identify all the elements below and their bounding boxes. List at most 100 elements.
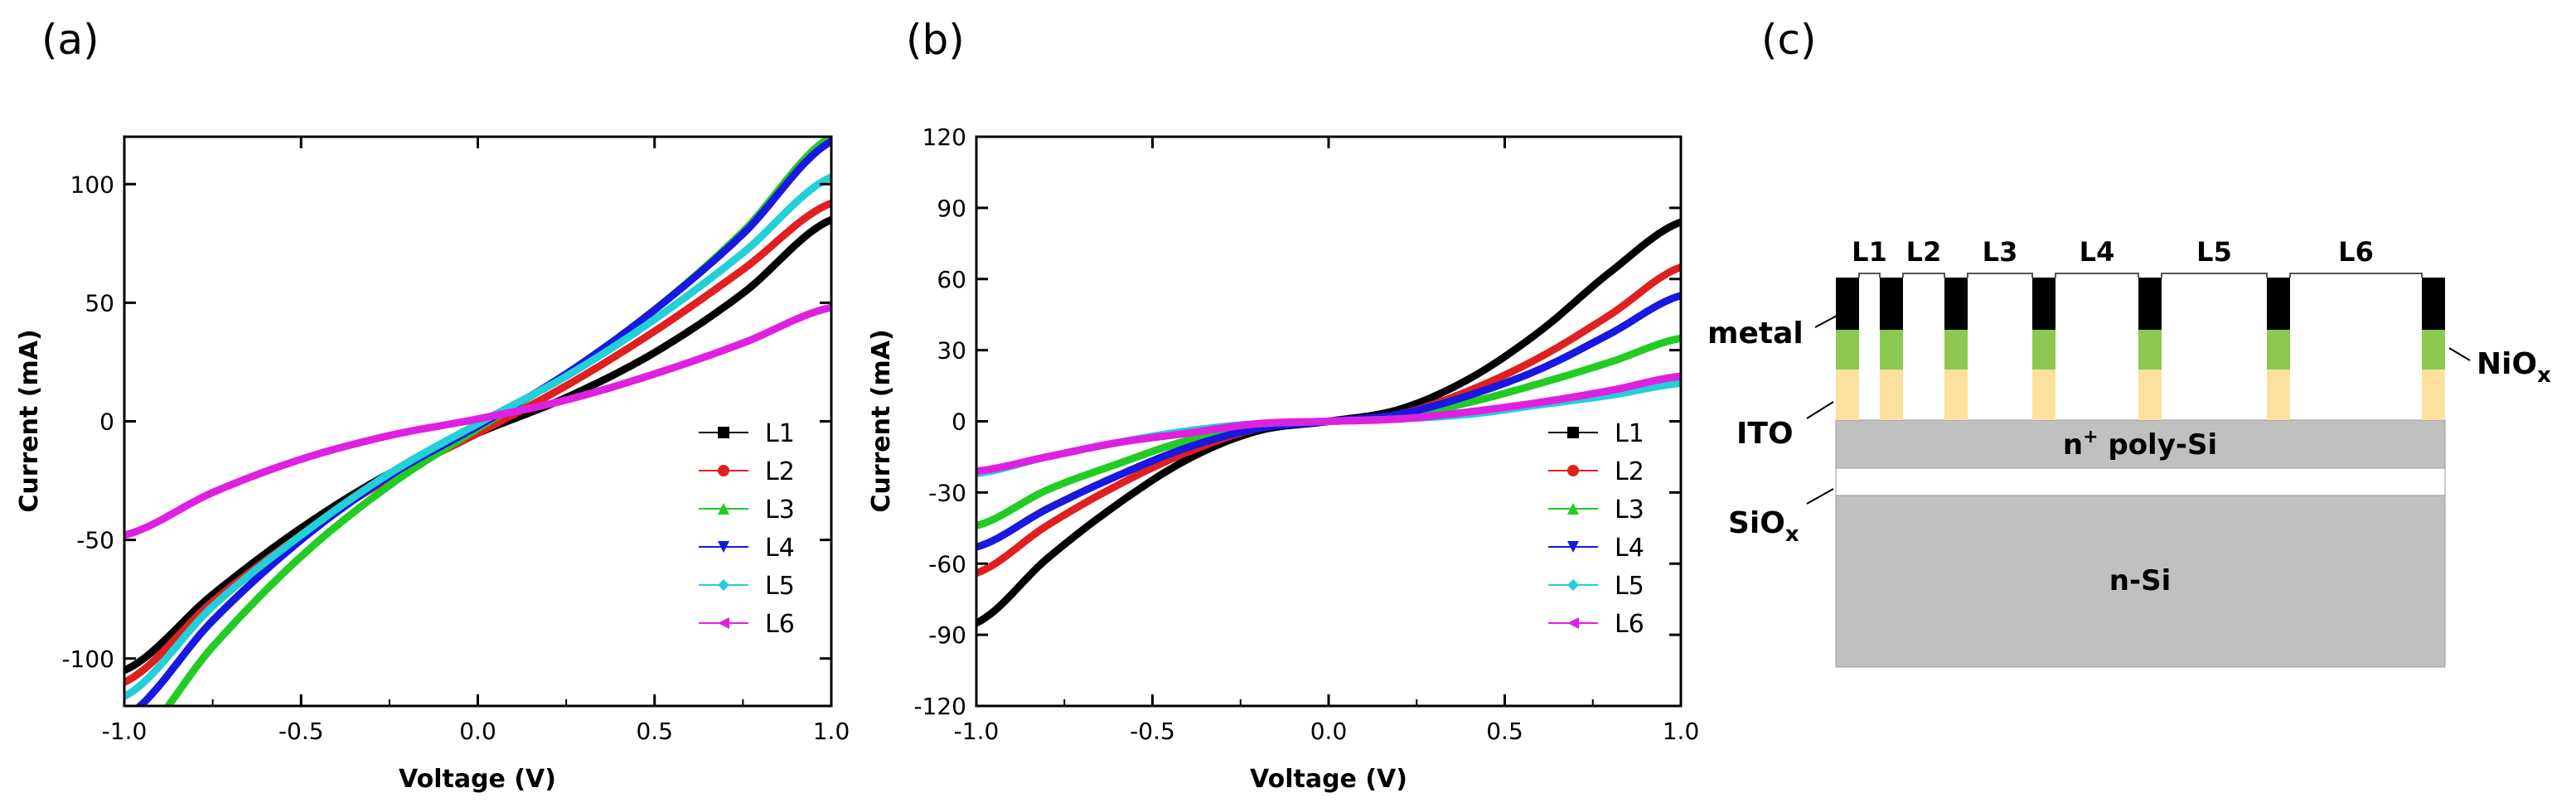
niox-label-main: NiO bbox=[2477, 347, 2537, 381]
ito-pad bbox=[1836, 370, 1859, 420]
b-series-l6-line bbox=[976, 372, 1681, 476]
b-xtick-label: 0.5 bbox=[1486, 718, 1523, 745]
a-ytick-label: -100 bbox=[61, 645, 114, 673]
a-legend-label-l2: L2 bbox=[765, 457, 795, 486]
ito-pad bbox=[1944, 370, 1968, 420]
chart-b-ticks: -1.0 -0.5 0.0 0.5 1.0 -120 -90 -60 -30 0 30 60 90 120 bbox=[913, 123, 1699, 745]
b-legend-label-l4: L4 bbox=[1615, 534, 1644, 563]
ito-leader bbox=[1806, 401, 1834, 419]
b-ytick-label: 30 bbox=[937, 337, 966, 365]
chart-b-legend: L1 L2 L3 L4 L5 L6 bbox=[1548, 419, 1644, 639]
a-legend-marker-l3 bbox=[718, 503, 729, 515]
a-legend-marker-l1 bbox=[718, 427, 729, 438]
electrode-span-line bbox=[2161, 273, 2268, 278]
b-ytick-label: 60 bbox=[937, 266, 966, 293]
a-series-l3-line bbox=[163, 137, 831, 706]
a-legend-label-l3: L3 bbox=[765, 495, 795, 524]
ito-pad bbox=[1880, 370, 1903, 420]
a-xtick-label: 0.0 bbox=[459, 718, 496, 745]
electrode-label-l4: L4 bbox=[2080, 236, 2115, 268]
chart-b-series bbox=[976, 218, 1681, 627]
metal-pad bbox=[2422, 278, 2445, 330]
b-legend-label-l5: L5 bbox=[1615, 572, 1644, 601]
b-legend-marker-l4 bbox=[1567, 541, 1579, 553]
a-legend-marker-l2 bbox=[718, 465, 729, 476]
a-series-l2-line bbox=[124, 199, 831, 686]
panel-label-b: (b) bbox=[906, 16, 965, 64]
b-legend-label-l6: L6 bbox=[1615, 610, 1644, 639]
b-ytick-label: -120 bbox=[913, 693, 966, 720]
metal-pad bbox=[2138, 278, 2162, 330]
chart-b: -1.0 -0.5 0.0 0.5 1.0 -120 -90 -60 -30 0 30 60 90 120… bbox=[867, 123, 1699, 794]
niox-pad bbox=[2032, 330, 2055, 370]
a-xtick-label: -1.0 bbox=[102, 718, 148, 745]
metal-pad bbox=[1944, 278, 1968, 330]
siox-layer bbox=[1835, 467, 2446, 496]
chart-a: -1.0 -0.5 0.0 0.5 1.0 -100 -50 0 50 100 Voltage (… bbox=[15, 135, 850, 794]
device-diagram: n+ poly-Si n-Si L1 L2 L3 L4 L5 L6 metal ITO S… bbox=[1707, 236, 2551, 668]
a-ytick-label: 100 bbox=[70, 171, 114, 198]
siox-leader bbox=[1806, 488, 1834, 505]
electrode-label-l5: L5 bbox=[2196, 236, 2232, 268]
a-legend-marker-l5 bbox=[718, 579, 729, 591]
niox-pad bbox=[1944, 330, 1968, 370]
electrode-span-line bbox=[1967, 273, 2033, 278]
poly-si-label-suffix: poly-Si bbox=[2099, 428, 2218, 462]
b-plot-area bbox=[976, 218, 1681, 627]
b-ytick-label: -30 bbox=[928, 479, 966, 506]
electrode-span-line bbox=[2289, 273, 2423, 278]
niox-pad bbox=[1836, 330, 1859, 370]
a-series-l6-line bbox=[124, 303, 831, 539]
chart-b-xlabel: Voltage (V) bbox=[1250, 765, 1407, 794]
b-ytick-label: 120 bbox=[922, 123, 966, 151]
chart-a-ylabel: Current (mA) bbox=[15, 329, 44, 512]
n-si-label: n-Si bbox=[2109, 564, 2171, 597]
electrode-label-l1: L1 bbox=[1852, 236, 1887, 268]
a-xtick-label: 0.5 bbox=[636, 718, 673, 745]
a-ytick-label: 50 bbox=[85, 289, 114, 317]
electrode-span-line bbox=[1902, 273, 1945, 278]
b-xtick-label: 1.0 bbox=[1663, 718, 1700, 745]
a-xtick-label: 1.0 bbox=[813, 718, 850, 745]
electrode-label-l6: L6 bbox=[2338, 236, 2374, 268]
a-series-l5-line bbox=[124, 173, 831, 700]
metal-pad bbox=[1836, 278, 1859, 330]
ito-pad bbox=[2032, 370, 2055, 420]
electrode-span-line bbox=[1858, 273, 1881, 278]
panel-label-a: (a) bbox=[41, 16, 99, 64]
n-si-layer bbox=[1835, 495, 2446, 668]
metal-pad bbox=[2267, 278, 2290, 330]
electrode-label-l3: L3 bbox=[1983, 236, 2018, 268]
b-legend-marker-l5 bbox=[1567, 579, 1579, 591]
b-legend-marker-l1 bbox=[1567, 427, 1579, 438]
a-legend-label-l6: L6 bbox=[765, 610, 795, 639]
a-legend-label-l1: L1 bbox=[765, 419, 795, 448]
ito-pad bbox=[2138, 370, 2162, 420]
b-legend-marker-l3 bbox=[1567, 503, 1579, 515]
siox-label: SiOx bbox=[1728, 506, 1799, 547]
metal-pad bbox=[1880, 278, 1903, 330]
niox-label: NiOx bbox=[2477, 347, 2551, 388]
ito-label: ITO bbox=[1736, 417, 1794, 451]
metal-leader bbox=[1814, 314, 1839, 328]
niox-pad bbox=[2267, 330, 2290, 370]
a-legend-marker-l6 bbox=[718, 617, 729, 629]
electrode-span-line bbox=[2055, 273, 2139, 278]
b-xtick-label: -0.5 bbox=[1130, 718, 1175, 745]
b-xtick-label: 0.0 bbox=[1310, 718, 1348, 745]
electrodes: L1 L2 L3 L4 L5 L6 bbox=[1836, 236, 2445, 420]
b-legend-marker-l6 bbox=[1567, 617, 1579, 629]
a-legend-label-l4: L4 bbox=[765, 534, 795, 563]
niox-label-sub: x bbox=[2537, 363, 2551, 388]
chart-a-legend: L1 L2 L3 L4 L5 L6 bbox=[699, 419, 795, 639]
b-ytick-label: -90 bbox=[928, 621, 966, 649]
a-legend-label-l5: L5 bbox=[765, 572, 795, 601]
a-ytick-label: -50 bbox=[76, 527, 114, 554]
electrode-label-l2: L2 bbox=[1906, 236, 1942, 268]
b-ytick-label: 90 bbox=[937, 195, 966, 222]
niox-pad bbox=[2138, 330, 2162, 370]
niox-pad bbox=[2422, 330, 2445, 370]
ito-pad bbox=[2422, 370, 2445, 420]
b-legend-label-l2: L2 bbox=[1615, 457, 1644, 486]
